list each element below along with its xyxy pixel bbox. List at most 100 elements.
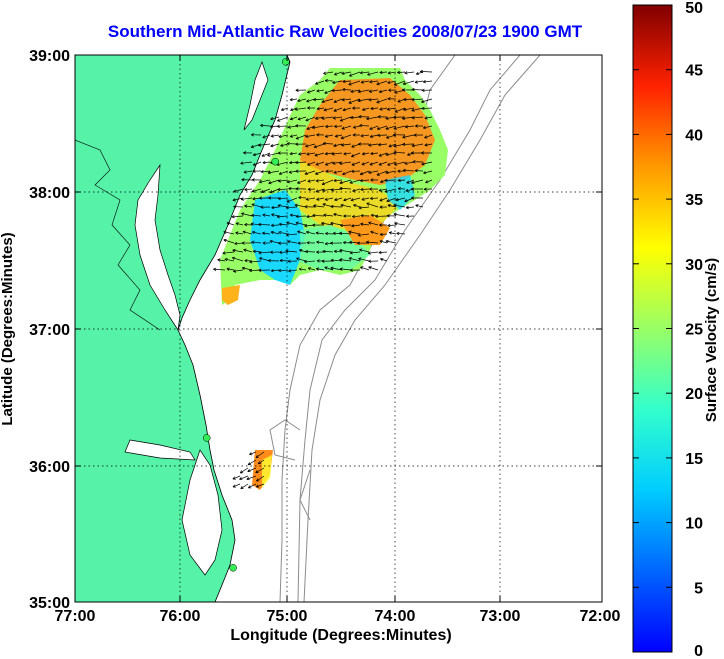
velocity-vector [333,107,343,112]
velocity-vector [305,134,316,138]
velocity-vector [359,178,370,183]
velocity-vector [350,115,361,120]
velocity-vector [393,115,406,119]
velocity-vector [343,197,352,202]
velocity-vector [278,231,289,235]
velocity-vector [294,203,307,208]
velocity-vector [277,151,289,155]
velocity-vector [258,222,271,227]
velocity-vector [404,71,415,75]
velocity-vector [304,205,316,209]
velocity-vector [299,249,307,253]
map-title: Southern Mid-Atlantic Raw Velocities 200… [107,22,583,41]
velocity-vector [402,142,415,147]
velocity-vector [359,248,370,253]
velocity-vector [411,196,424,200]
velocity-vector [330,221,343,226]
velocity-vector [411,98,424,102]
velocity-vector [368,266,379,271]
velocity-vector [334,197,343,202]
velocity-vector [402,134,415,139]
velocity-vector [287,125,298,129]
chesapeake-bay [134,163,181,331]
velocity-vector [297,179,307,184]
velocity-vector [321,221,334,226]
velocity-vector [323,107,334,112]
velocity-vector [316,250,325,254]
velocity-vector [324,134,334,138]
velocity-vector [358,142,370,146]
velocity-vector [410,151,424,155]
radar-station-marker [282,58,290,66]
velocity-vector [233,204,244,209]
velocity-vector [306,152,316,156]
velocity-vector [333,213,343,217]
velocity-vector [425,179,433,184]
velocity-vector [241,178,253,182]
velocity-vector [339,186,352,191]
velocity-vector [324,79,334,83]
velocity-vector [241,241,253,245]
velocity-vector [271,213,280,217]
velocity-vector [330,266,343,271]
velocity-vector [340,203,352,208]
velocity-vector [277,116,289,122]
velocity-vector [331,152,343,156]
colorbar [632,4,673,653]
velocity-vector [289,134,298,138]
velocity-vector [316,89,325,93]
velocity-vector [278,241,289,245]
velocity-vector [290,107,298,112]
velocity-vector [298,195,307,200]
velocity-vector [333,143,343,148]
velocity-vector [342,107,352,112]
velocity-vector [333,170,343,174]
velocity-vector [376,170,388,176]
colorbar-tick-label: 30 [685,257,703,274]
velocity-vector [226,267,235,271]
velocity-vector [376,125,388,130]
velocity-vector [378,188,388,192]
velocity-vector [377,133,388,138]
velocity-vector [404,125,415,129]
velocity-vector [243,170,253,174]
velocity-vector [312,125,325,130]
velocity-vector [333,124,343,129]
velocity-vector [361,197,370,201]
velocity-vector [262,134,271,139]
velocity-vector [360,222,370,226]
tick-marks [75,55,602,602]
velocity-vector [387,161,397,166]
velocity-vector [270,223,280,228]
velocity-vector [397,70,406,75]
velocity-vector [324,197,334,201]
colorbar-tick-label: 10 [685,516,703,533]
velocity-vector [376,98,388,104]
velocity-vector [312,213,325,218]
velocity-vector [376,80,388,86]
velocity-vector [424,134,433,139]
velocity-vector [351,152,361,158]
velocity-vector [330,204,343,209]
velocity-vector [259,196,271,200]
velocity-vector [401,116,415,120]
velocity-vector [424,116,433,120]
velocity-vector [387,80,397,85]
velocity-vector [325,124,334,129]
velocity-vector [356,241,370,245]
velocity-vector [421,98,433,104]
velocity-vector [223,230,235,235]
velocity-vector [277,187,289,192]
velocity-vector [246,475,257,481]
velocity-vector [247,459,257,466]
velocity-vector [333,178,343,183]
velocity-vector [252,169,262,173]
velocity-vector [270,268,280,273]
velocity-vector [411,116,424,120]
velocity-vector [315,161,325,166]
velocity-vector [305,230,316,235]
velocity-vector [368,259,379,263]
velocity-vector [375,214,388,219]
velocity-vector [262,241,271,245]
velocity-vector [314,152,325,157]
